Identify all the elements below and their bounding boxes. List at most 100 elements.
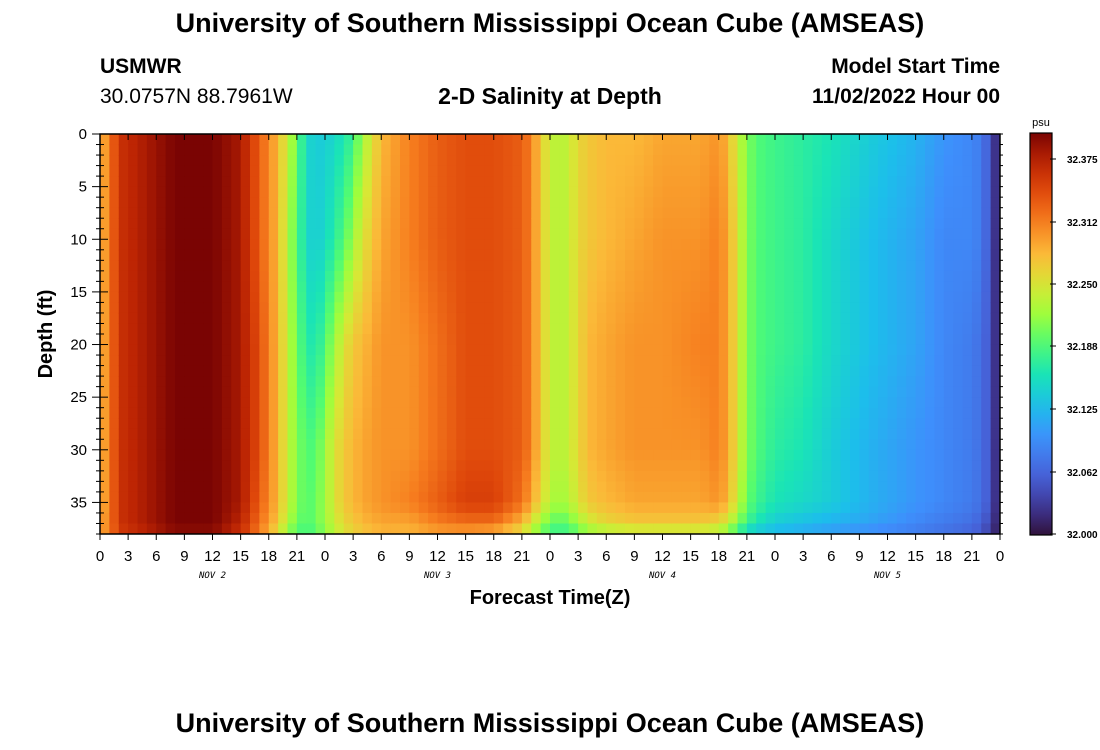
- heatmap-cell: [184, 512, 195, 525]
- heatmap-cell: [175, 460, 185, 472]
- heatmap-cell: [137, 197, 148, 209]
- heatmap-cell: [550, 428, 560, 440]
- heatmap-cell: [896, 344, 907, 356]
- heatmap-cell: [362, 470, 373, 482]
- heatmap-cell: [493, 218, 504, 230]
- heatmap-cell: [240, 512, 251, 525]
- heatmap-cell: [990, 418, 1000, 430]
- heatmap-cell: [700, 239, 710, 251]
- heatmap-cell: [268, 239, 279, 251]
- heatmap-cell: [643, 344, 654, 356]
- heatmap-cell: [765, 334, 776, 346]
- heatmap-cell: [915, 270, 926, 282]
- heatmap-cell: [503, 449, 514, 461]
- heatmap-cell: [812, 407, 823, 419]
- heatmap-cell: [653, 312, 664, 325]
- heatmap-cell: [962, 470, 973, 482]
- heatmap-cell: [193, 502, 204, 514]
- heatmap-cell: [240, 418, 251, 430]
- heatmap-cell: [371, 239, 382, 251]
- heatmap-cell: [146, 260, 157, 272]
- heatmap-cell: [109, 481, 120, 493]
- heatmap-cell: [840, 407, 851, 419]
- heatmap-cell: [578, 270, 589, 282]
- heatmap-cell: [868, 376, 879, 388]
- heatmap-cell: [587, 344, 598, 356]
- heatmap-cell: [418, 512, 429, 525]
- heatmap-cell: [765, 186, 776, 198]
- heatmap-cell: [100, 460, 110, 472]
- heatmap-cell: [278, 460, 289, 472]
- heatmap-cell: [793, 355, 804, 367]
- x-tick-label: 21: [289, 548, 306, 565]
- heatmap-cell: [175, 386, 185, 398]
- heatmap-cell: [550, 449, 560, 461]
- heatmap-cell: [109, 312, 120, 325]
- heatmap-cell: [643, 407, 654, 419]
- heatmap-cell: [896, 460, 907, 472]
- heatmap-cell: [165, 481, 176, 493]
- heatmap-cell: [193, 312, 204, 325]
- heatmap-cell: [268, 470, 279, 482]
- heatmap-cell: [334, 281, 345, 293]
- heatmap-cell: [540, 281, 551, 293]
- heatmap-cell: [418, 407, 429, 419]
- y-tick-label: 20: [70, 337, 87, 354]
- heatmap-cell: [540, 365, 551, 377]
- heatmap-cell: [493, 186, 504, 198]
- heatmap-cell: [296, 186, 307, 198]
- heatmap-cell: [325, 144, 335, 156]
- heatmap-cell: [662, 344, 673, 356]
- heatmap-cell: [362, 144, 373, 156]
- heatmap-cell: [437, 355, 448, 367]
- heatmap-cell: [962, 323, 973, 335]
- heatmap-cell: [962, 491, 973, 504]
- heatmap-cell: [221, 239, 232, 251]
- heatmap-cell: [925, 355, 935, 367]
- heatmap-cell: [456, 386, 467, 398]
- heatmap-cell: [456, 502, 467, 514]
- heatmap-cell: [934, 386, 945, 398]
- heatmap-cell: [728, 197, 739, 209]
- heatmap-cell: [943, 239, 954, 251]
- heatmap-cell: [596, 449, 607, 461]
- heatmap-cell: [175, 449, 185, 461]
- model-start-value: 11/02/2022 Hour 00: [812, 85, 1000, 108]
- heatmap-cell: [859, 355, 870, 367]
- heatmap-cell: [418, 428, 429, 440]
- heatmap-cell: [146, 249, 157, 261]
- heatmap-cell: [362, 449, 373, 461]
- heatmap-cell: [765, 144, 776, 156]
- heatmap-cell: [550, 186, 560, 198]
- heatmap-cell: [793, 302, 804, 314]
- heatmap-cell: [259, 397, 270, 409]
- heatmap-cell: [681, 155, 692, 167]
- heatmap-cell: [915, 323, 926, 335]
- heatmap-cell: [840, 228, 851, 240]
- heatmap-cell: [596, 249, 607, 261]
- heatmap-cell: [446, 270, 457, 282]
- heatmap-cell: [175, 165, 185, 177]
- heatmap-cell: [925, 176, 935, 188]
- heatmap-cell: [671, 312, 682, 325]
- heatmap-cell: [606, 407, 617, 419]
- heatmap-cell: [212, 144, 223, 156]
- heatmap-cell: [671, 249, 682, 261]
- heatmap-cell: [203, 397, 214, 409]
- heatmap-cell: [765, 176, 776, 188]
- heatmap-cell: [128, 302, 139, 314]
- heatmap-cell: [925, 481, 935, 493]
- heatmap-cell: [212, 155, 223, 167]
- heatmap-cell: [240, 386, 251, 398]
- heatmap-cell: [812, 502, 823, 514]
- heatmap-cell: [362, 155, 373, 167]
- heatmap-cell: [100, 197, 110, 209]
- heatmap-cell: [353, 207, 364, 219]
- heatmap-cell: [821, 197, 832, 209]
- heatmap-cell: [334, 134, 345, 146]
- heatmap-cell: [587, 481, 598, 493]
- heatmap-cell: [146, 312, 157, 325]
- heatmap-cell: [756, 428, 767, 440]
- heatmap-cell: [503, 344, 514, 356]
- heatmap-cell: [484, 291, 495, 304]
